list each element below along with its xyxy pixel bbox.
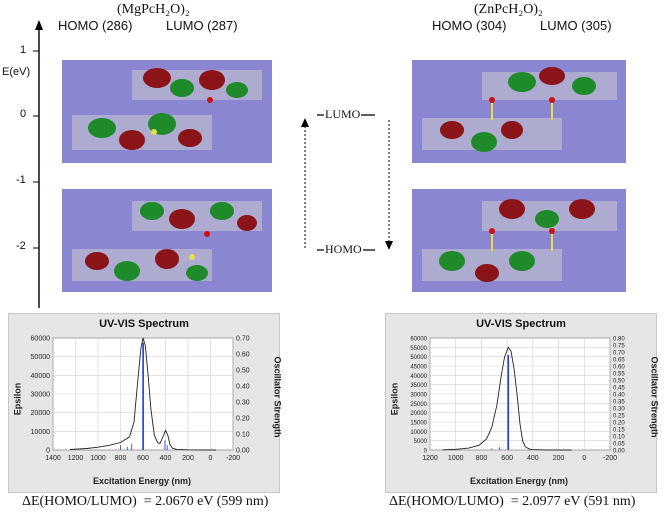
right-spectrum-y2tick-label: 0.40 <box>613 393 625 399</box>
left-spectrum-y2tick-label: 0.40 <box>236 384 250 391</box>
left-spectrum-y2tick-label: 0.60 <box>236 352 250 359</box>
left-spectrum-y2tick-label: 0.00 <box>236 448 250 455</box>
energy-axis <box>33 20 43 308</box>
level-homo-label: HOMO <box>324 242 363 257</box>
right-spectrum-y2tick-label: 0.65 <box>613 358 625 364</box>
right-spectrum-xlabel: Excitation Energy (nm) <box>470 476 569 486</box>
right-spectrum-ytick-label: 50000 <box>410 355 427 361</box>
left-homo-label: HOMO (286) <box>58 18 133 33</box>
left-spectrum-chart: 01000020000300004000050000600000.000.100… <box>31 336 250 463</box>
right-spectrum-y2tick-label: 0.20 <box>613 421 625 427</box>
right-spectrum-y2tick-label: 0.80 <box>613 337 625 343</box>
level-lumo-label: LUMO <box>324 107 362 122</box>
right-spectrum-y2tick-label: 0.00 <box>613 449 625 455</box>
right-spectrum-y2tick-label: 0.60 <box>613 365 625 371</box>
left-spectrum-panel: UV-VIS Spectrum Epsilon Oscillator Stren… <box>8 313 283 493</box>
left-compound-title: (MgPcH₂O)₂ <box>117 2 190 17</box>
left-delta-e: ΔE(HOMO/LUMO) = 2.0670 eV (599 nm) <box>22 494 269 509</box>
right-lumo-orbital-image <box>412 60 626 163</box>
right-spectrum-ytick-label: 30000 <box>410 393 427 399</box>
right-spectrum-chart: 0500010000150002000025000300003500040000… <box>410 337 625 463</box>
right-spectrum-ytick-label: 10000 <box>410 430 427 436</box>
left-spectrum-xlabel: Excitation Energy (nm) <box>93 476 192 486</box>
left-spectrum-ytick-label: 30000 <box>31 392 51 399</box>
left-spectrum-ytick-label: 60000 <box>31 336 51 343</box>
left-spectrum-ytick-label: 10000 <box>31 429 51 436</box>
right-spectrum-xtick-label: 600 <box>501 455 513 462</box>
right-delta-e: ΔE(HOMO/LUMO) = 2.0977 eV (591 nm) <box>389 494 636 509</box>
left-homo-orbital-image <box>62 189 272 292</box>
right-spectrum-xtick-label: 800 <box>476 455 488 462</box>
left-spectrum-y2tick-label: 0.10 <box>236 432 250 439</box>
right-spectrum-ytick-label: 20000 <box>410 411 427 417</box>
right-spectrum-xtick-label: 0 <box>582 455 586 462</box>
right-homo-label: HOMO (304) <box>432 18 507 33</box>
left-spectrum-xtick-label: 200 <box>182 455 194 462</box>
right-spectrum-y2tick-label: 0.70 <box>613 351 625 357</box>
right-lumo-molecule <box>422 67 617 152</box>
energy-tick-minus2: -2 <box>16 240 26 252</box>
left-spectrum-y2tick-label: 0.30 <box>236 400 250 407</box>
right-spectrum-ytick-label: 0 <box>424 449 428 455</box>
right-spectrum-ytick-label: 15000 <box>410 421 427 427</box>
right-spectrum-xtick-label: -200 <box>603 455 617 462</box>
left-spectrum-xtick-label: -200 <box>226 455 240 462</box>
right-spectrum-xtick-label: 200 <box>553 455 565 462</box>
right-spectrum-y2tick-label: 0.30 <box>613 407 625 413</box>
left-spectrum-spectrum-line <box>69 337 217 451</box>
left-spectrum-y2tick-label: 0.50 <box>236 368 250 375</box>
right-spectrum-y2tick-label: 0.15 <box>613 428 625 434</box>
right-spectrum-ytick-label: 60000 <box>410 337 427 343</box>
left-spectrum-y2tick-label: 0.20 <box>236 416 250 423</box>
energy-tick-1: 1 <box>20 44 27 56</box>
left-spectrum-xtick-label: 0 <box>209 455 213 462</box>
right-spectrum-y2tick-label: 0.25 <box>613 414 625 420</box>
right-spectrum-title: UV-VIS Spectrum <box>476 318 566 330</box>
right-homo-molecule <box>422 199 617 282</box>
right-compound-title: (ZnPcH₂O)₂ <box>474 2 543 17</box>
right-spectrum-xtick-label: 1000 <box>448 455 464 462</box>
energy-axis-label: E(eV) <box>2 66 31 78</box>
left-spectrum-title: UV-VIS Spectrum <box>99 318 189 330</box>
right-lumo-label: LUMO (305) <box>540 18 612 33</box>
left-spectrum-xtick-label: 800 <box>115 455 127 462</box>
right-spectrum-y2tick-label: 0.10 <box>613 435 625 441</box>
left-spectrum-ytick-label: 0 <box>46 448 50 455</box>
right-spectrum-y2tick-label: 0.45 <box>613 386 625 392</box>
right-spectrum-y2tick-label: 0.50 <box>613 379 625 385</box>
left-homo-molecule <box>72 201 262 281</box>
left-spectrum-ytick-label: 40000 <box>31 373 51 380</box>
right-spectrum-y2tick-label: 0.05 <box>613 442 625 448</box>
left-spectrum-xtick-label: 400 <box>160 455 172 462</box>
left-spectrum-y2tick-label: 0.70 <box>236 336 250 343</box>
right-spectrum-ytick-label: 55000 <box>410 346 427 352</box>
left-lumo-label: LUMO (287) <box>166 18 238 33</box>
right-spectrum-ytick-label: 25000 <box>410 402 427 408</box>
right-spectrum-ytick-label: 45000 <box>410 365 427 371</box>
right-spectrum-y2tick-label: 0.35 <box>613 400 625 406</box>
right-spectrum-spectrum-line <box>442 346 572 451</box>
level-diagram <box>301 114 393 251</box>
left-spectrum-ytick-label: 20000 <box>31 410 51 417</box>
right-spectrum-xtick-label: 400 <box>527 455 539 462</box>
left-spectrum-xtick-label: 1400 <box>45 455 61 462</box>
right-spectrum-ytick-label: 40000 <box>410 374 427 380</box>
left-spectrum-xtick-label: 600 <box>137 455 149 462</box>
right-spectrum-ytick-label: 5000 <box>414 439 428 445</box>
left-lumo-orbital-image <box>62 60 272 163</box>
right-spectrum-panel: UV-VIS Spectrum Epsilon Oscillator Stren… <box>385 313 660 493</box>
energy-tick-minus1: -1 <box>16 174 26 186</box>
left-lumo-molecule <box>72 68 262 150</box>
left-spectrum-xtick-label: 1000 <box>90 455 106 462</box>
right-spectrum-y2tick-label: 0.55 <box>613 372 625 378</box>
energy-tick-0: 0 <box>20 108 27 120</box>
right-spectrum-ytick-label: 35000 <box>410 383 427 389</box>
left-spectrum-ytick-label: 50000 <box>31 354 51 361</box>
left-spectrum-xtick-label: 1200 <box>68 455 84 462</box>
right-homo-orbital-image <box>412 189 626 292</box>
right-spectrum-xtick-label: 1200 <box>422 455 438 462</box>
right-spectrum-y2tick-label: 0.75 <box>613 344 625 350</box>
